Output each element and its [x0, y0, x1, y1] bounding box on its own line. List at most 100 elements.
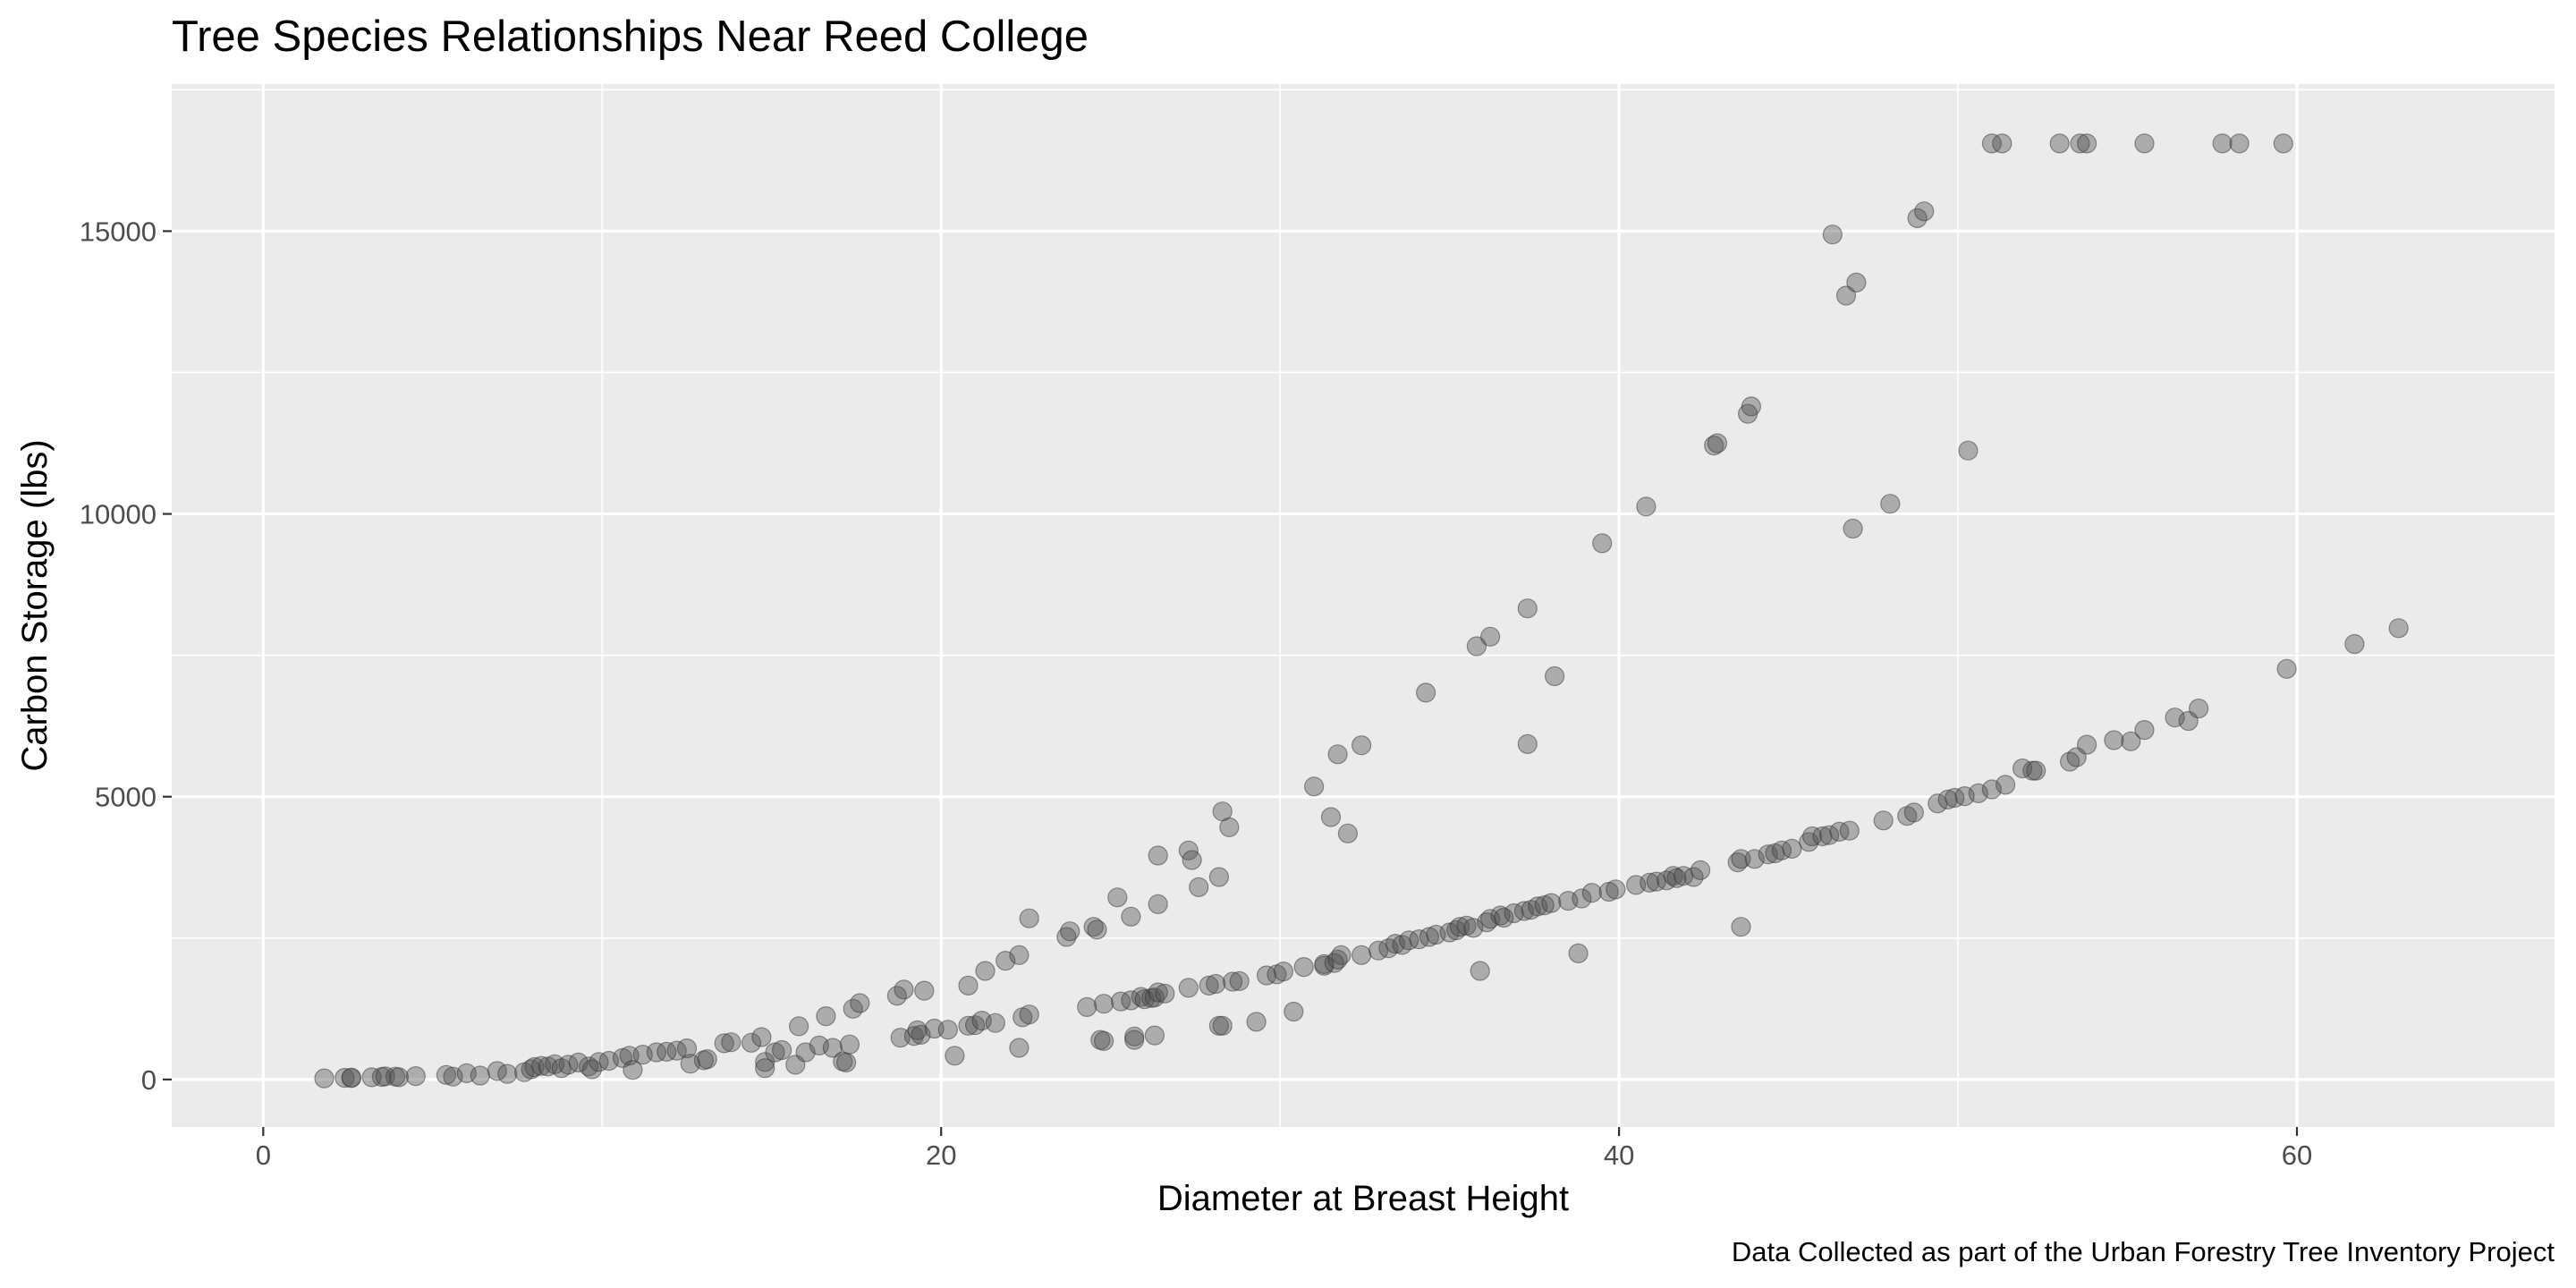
data-point	[751, 1027, 772, 1047]
data-point	[1636, 496, 1657, 517]
data-point	[341, 1067, 361, 1088]
data-point	[1945, 787, 1965, 809]
data-point	[470, 1065, 490, 1086]
data-point	[1581, 883, 1602, 903]
data-point	[558, 1055, 579, 1075]
data-point	[2229, 133, 2250, 154]
minor-gridlines	[172, 84, 2555, 1127]
data-point	[1690, 860, 1711, 881]
data-point	[1782, 838, 1802, 860]
data-point	[436, 1064, 456, 1085]
data-point	[945, 1046, 965, 1066]
data-point	[721, 1032, 741, 1053]
data-point	[1368, 940, 1389, 961]
data-point	[1284, 1001, 1304, 1022]
x-tick-label: 40	[1604, 1140, 1634, 1171]
data-point	[1914, 201, 1935, 222]
data-point	[2134, 719, 2155, 741]
data-point	[1093, 1030, 1114, 1052]
data-point	[335, 1067, 355, 1089]
data-point	[1801, 826, 1823, 847]
data-point	[2077, 133, 2097, 154]
data-point	[839, 1034, 860, 1055]
data-point	[843, 998, 863, 1019]
data-point	[1592, 533, 1613, 554]
data-point	[1446, 919, 1467, 941]
data-point	[2070, 133, 2090, 154]
data-point	[985, 1013, 1005, 1033]
data-point	[666, 1040, 687, 1061]
y-tick-label: 0	[141, 1064, 157, 1096]
data-point	[714, 1033, 734, 1054]
data-points	[314, 133, 2409, 1089]
data-point	[578, 1056, 599, 1077]
data-point	[2388, 618, 2409, 639]
data-point	[1470, 961, 1490, 981]
data-point	[1727, 852, 1748, 873]
data-point	[1009, 945, 1030, 965]
data-point	[1731, 917, 1751, 937]
data-point	[1337, 823, 1359, 843]
data-point	[581, 1059, 603, 1080]
y-tick-label: 15000	[80, 216, 157, 247]
data-point	[1572, 888, 1592, 909]
data-point	[1199, 975, 1219, 996]
data-point	[388, 1067, 409, 1088]
data-point	[2121, 731, 2141, 751]
data-point	[1303, 776, 1325, 797]
data-point	[835, 1052, 857, 1073]
data-point	[1846, 272, 1867, 292]
data-point	[1110, 991, 1131, 1012]
data-point	[1466, 636, 1487, 657]
data-point	[1148, 982, 1168, 1003]
data-point	[1148, 894, 1168, 915]
data-point	[697, 1048, 717, 1070]
data-point	[1206, 973, 1226, 995]
data-point	[1351, 735, 1372, 756]
data-point	[2049, 133, 2070, 154]
data-point	[1077, 996, 1097, 1018]
x-axis: 0 20 40 60	[256, 1127, 2312, 1171]
x-tick-label: 20	[926, 1140, 956, 1171]
data-point	[1640, 872, 1660, 893]
chart-caption: Data Collected as part of the Urban Fore…	[1732, 1236, 2555, 1267]
data-point	[1822, 225, 1843, 245]
data-point	[1124, 1030, 1145, 1050]
data-point	[2276, 658, 2297, 679]
data-point	[1212, 1015, 1233, 1036]
data-point	[676, 1038, 698, 1059]
data-point	[1835, 285, 1857, 306]
data-point	[1829, 821, 1850, 843]
x-axis-title: Diameter at Breast Height	[1157, 1179, 1569, 1218]
data-point	[1107, 887, 1128, 908]
data-point	[1327, 744, 1348, 765]
data-point	[1843, 518, 1863, 539]
y-tick-label: 10000	[80, 499, 157, 530]
data-point	[1479, 626, 1501, 647]
data-point	[1731, 849, 1751, 869]
data-point	[1229, 970, 1250, 992]
data-point	[1494, 907, 1514, 928]
y-axis-title: Carbon Storage (lbs)	[15, 439, 55, 771]
data-point	[2344, 633, 2365, 655]
x-tick-label: 60	[2282, 1140, 2312, 1171]
data-point	[1741, 396, 1762, 417]
chart-title: Tree Species Relationships Near Reed Col…	[172, 13, 1089, 61]
data-point	[1399, 930, 1419, 951]
data-point	[1415, 682, 1436, 703]
data-point	[894, 979, 914, 1000]
data-point	[850, 993, 870, 1013]
data-point	[755, 1058, 775, 1079]
data-point	[2134, 133, 2155, 154]
data-point	[1744, 849, 1765, 869]
data-point	[1958, 440, 1979, 461]
data-point	[975, 961, 996, 981]
data-point	[1880, 494, 1901, 514]
data-point	[1704, 436, 1724, 456]
data-point	[589, 1052, 609, 1072]
data-point	[1178, 978, 1199, 998]
data-point	[822, 1038, 843, 1058]
data-point	[646, 1042, 667, 1063]
data-point	[623, 1059, 643, 1080]
data-point	[1707, 433, 1728, 453]
